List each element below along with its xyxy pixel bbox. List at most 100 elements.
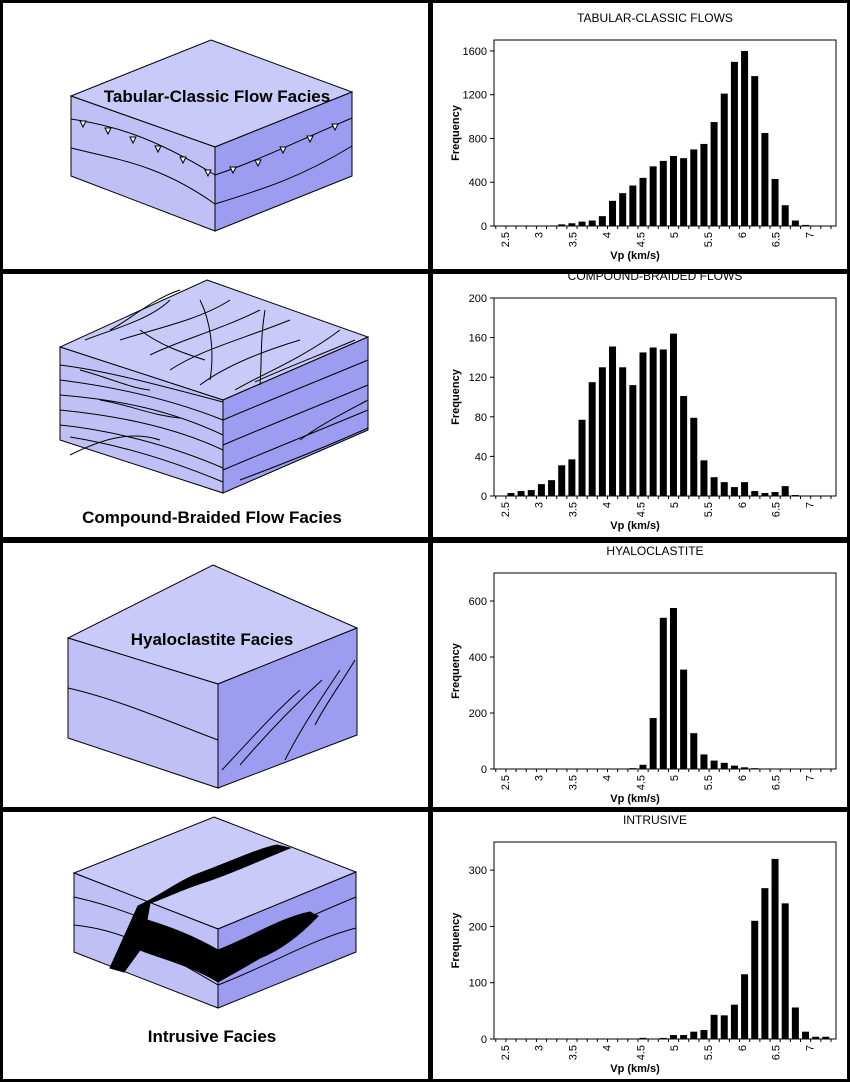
histogram-bar — [588, 220, 596, 226]
y-tick-label: 400 — [469, 177, 487, 189]
histogram-bar — [751, 76, 759, 226]
intrusive-block-diagram — [72, 816, 358, 1009]
histogram-bar — [558, 465, 566, 496]
histogram-bar — [680, 1035, 688, 1039]
y-tick-label: 1600 — [463, 46, 487, 58]
chart-panel-hyaloclastite — [433, 543, 847, 807]
histogram-bar — [649, 166, 657, 226]
y-tick-label: 160 — [469, 333, 487, 345]
facies-label-compound: Compound-Braided Flow Facies — [82, 508, 342, 527]
y-tick-label: 200 — [469, 708, 487, 720]
histogram-bar — [669, 1035, 677, 1039]
x-tick-label: 5 — [669, 775, 681, 781]
y-tick-label: 120 — [469, 372, 487, 384]
x-tick-label: 6 — [737, 232, 749, 238]
histogram-bar — [720, 93, 728, 227]
histogram-bar — [700, 1029, 708, 1039]
x-tick-label: 6.5 — [771, 775, 783, 790]
histogram-bar — [680, 158, 688, 226]
histogram-bar — [781, 903, 789, 1039]
histogram-bar — [771, 858, 779, 1039]
x-axis-label: Vp (km/s) — [610, 793, 660, 805]
histogram-bar — [700, 143, 708, 226]
x-tick-label: 7 — [805, 232, 817, 238]
y-axis-label: Frequency — [450, 368, 462, 425]
y-tick-label: 80 — [475, 412, 487, 424]
histogram-bar — [568, 459, 576, 496]
histogram-bar — [507, 493, 515, 496]
histogram-bar — [659, 617, 667, 769]
histogram-bar — [609, 200, 617, 226]
y-tick-label: 1200 — [463, 90, 487, 102]
histogram-bar — [578, 221, 586, 226]
x-tick-label: 3 — [534, 1045, 546, 1051]
histogram-bar — [619, 193, 627, 226]
histogram-bar — [802, 1031, 810, 1039]
histogram-bar — [791, 1007, 799, 1039]
x-tick-label: 4.5 — [635, 502, 647, 517]
y-axis-label: Frequency — [450, 104, 462, 161]
histogram-bar — [548, 480, 556, 496]
x-tick-label: 7 — [805, 1045, 817, 1051]
x-axis-label: Vp (km/s) — [610, 250, 660, 262]
x-tick-label: 6.5 — [771, 1045, 783, 1060]
histogram-bar — [741, 974, 749, 1039]
histogram-bar — [669, 155, 677, 226]
y-tick-label: 0 — [481, 491, 487, 503]
histogram-bar — [639, 1037, 647, 1039]
histogram-bar — [730, 487, 738, 496]
histogram-bar — [629, 185, 637, 226]
histogram-bar — [771, 492, 779, 496]
histogram-bar — [649, 718, 657, 769]
histogram-bar — [578, 419, 586, 496]
histogram-bar — [659, 349, 667, 496]
histogram-bar — [690, 1031, 698, 1039]
histogram-bar — [720, 762, 728, 769]
histogram-bar — [761, 888, 769, 1039]
histogram-bar — [680, 669, 688, 769]
histogram-bar — [609, 346, 617, 496]
histogram-bar — [720, 482, 728, 496]
histogram-bar — [730, 61, 738, 226]
histogram-bar — [639, 177, 647, 226]
y-tick-label: 800 — [469, 133, 487, 145]
histogram-bar — [639, 352, 647, 496]
histogram-bar — [781, 205, 789, 226]
histogram-bar — [690, 149, 698, 226]
x-tick-label: 3.5 — [568, 502, 580, 517]
x-tick-label: 6 — [737, 775, 749, 781]
histogram-bar — [812, 1036, 820, 1039]
x-axis-label: Vp (km/s) — [610, 520, 660, 532]
histogram-bar — [781, 486, 789, 496]
x-tick-label: 3.5 — [568, 775, 580, 790]
histogram-bar — [802, 224, 810, 226]
y-tick-label: 40 — [475, 451, 487, 463]
x-tick-label: 7 — [805, 502, 817, 508]
y-tick-label: 300 — [469, 865, 487, 877]
x-tick-label: 6 — [737, 502, 749, 508]
histogram-bar — [598, 367, 606, 496]
x-tick-label: 4 — [601, 775, 613, 781]
facies-label-hyaloclastite: Hyaloclastite Facies — [130, 630, 294, 649]
y-tick-label: 0 — [481, 764, 487, 776]
chart-title: HYALOCLASTITE — [606, 544, 703, 558]
x-tick-label: 2.5 — [500, 775, 512, 790]
histogram-bar — [629, 768, 637, 769]
histogram-bar — [720, 1015, 728, 1039]
histogram-3: INTRUSIVE Frequency Vp (km/s) 0 100 200 300 2.5… — [450, 813, 837, 1075]
x-axis-label: Vp (km/s) — [610, 1063, 660, 1075]
x-tick-label: 3 — [534, 775, 546, 781]
histogram-bar — [690, 733, 698, 769]
x-tick-label: 4 — [601, 502, 613, 508]
histogram-bar — [761, 133, 769, 226]
histogram-1: COMPOUND-BRAIDED FLOWS Frequency Vp (km/s)… — [450, 269, 837, 532]
y-tick-label: 200 — [469, 293, 487, 305]
histogram-bar — [822, 1036, 830, 1039]
y-axis-label: Frequency — [450, 642, 462, 699]
x-tick-label: 5.5 — [703, 232, 715, 247]
histogram-bar — [791, 220, 799, 226]
x-tick-label: 4.5 — [635, 1045, 647, 1060]
histogram-bar — [730, 765, 738, 769]
histogram-bar — [751, 920, 759, 1039]
